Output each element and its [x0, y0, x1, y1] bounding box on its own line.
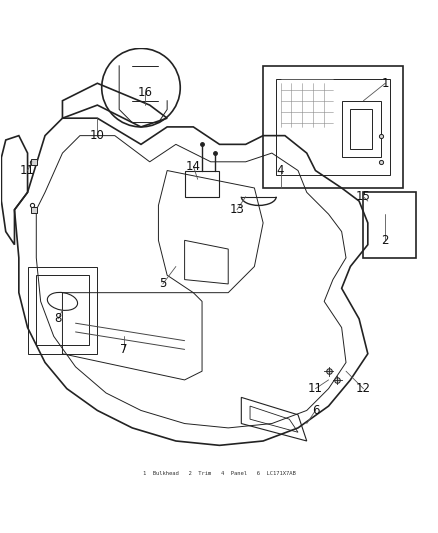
Text: 1  Bulkhead   2  Trim   4  Panel   6  LC171X7AB: 1 Bulkhead 2 Trim 4 Panel 6 LC171X7AB [143, 471, 295, 476]
Text: 14: 14 [185, 160, 200, 173]
Text: 7: 7 [120, 343, 127, 356]
Text: 16: 16 [138, 85, 152, 99]
Text: 15: 15 [355, 190, 370, 203]
Text: 8: 8 [54, 312, 62, 325]
Text: 11: 11 [20, 164, 35, 177]
Text: 11: 11 [307, 382, 322, 395]
Text: 4: 4 [276, 164, 284, 177]
Text: 13: 13 [229, 203, 244, 216]
Text: 1: 1 [381, 77, 388, 90]
Text: 10: 10 [90, 129, 105, 142]
Text: 12: 12 [355, 382, 370, 395]
Text: 5: 5 [159, 278, 166, 290]
Text: 6: 6 [311, 404, 318, 417]
Text: 2: 2 [381, 234, 388, 247]
